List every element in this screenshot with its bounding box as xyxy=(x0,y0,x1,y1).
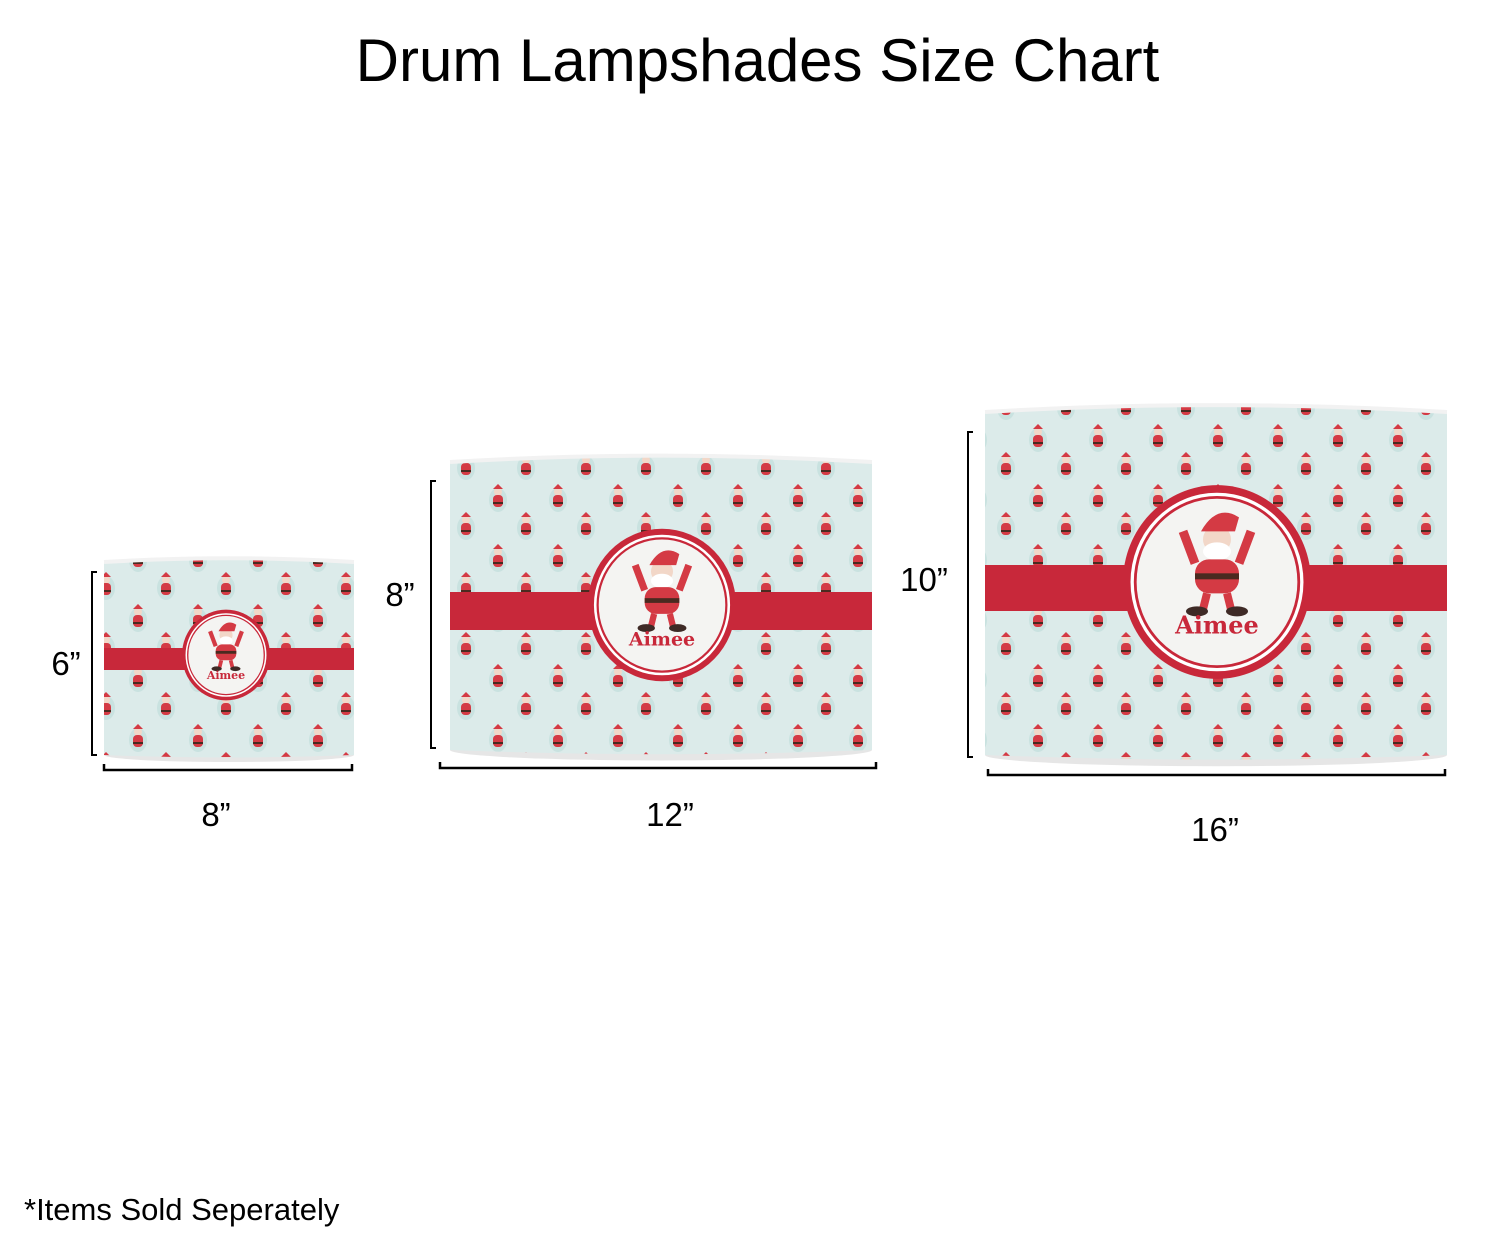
santa-arms xyxy=(631,563,693,592)
santa-legs xyxy=(647,613,677,628)
height-dimension-bracket xyxy=(430,480,436,749)
width-dimension-bracket xyxy=(102,764,354,772)
santa-belt xyxy=(644,598,680,603)
santa-arms xyxy=(208,630,244,647)
page-title: Drum Lampshades Size Chart xyxy=(355,27,1160,94)
santa-boot xyxy=(669,624,687,633)
santa-belt xyxy=(1195,573,1239,580)
santa-belt xyxy=(215,650,237,654)
santa-boot xyxy=(1226,606,1248,617)
personalized-name: Aimee xyxy=(628,629,695,651)
shade-top-rim xyxy=(449,453,873,464)
santa-beard xyxy=(650,573,674,588)
shade-top-rim xyxy=(103,556,355,564)
santa-boot xyxy=(1186,606,1208,617)
santa-arms xyxy=(1178,529,1256,565)
medium-height-label: 8” xyxy=(385,576,415,613)
shade-top-rim xyxy=(984,403,1448,414)
santa-hat xyxy=(218,622,237,632)
personalized-name: Aimee xyxy=(1174,611,1259,640)
santa-hat xyxy=(649,550,680,566)
santa-legs xyxy=(1199,592,1235,611)
personalized-name: Aimee xyxy=(206,669,245,682)
height-dimension-bracket xyxy=(91,571,97,756)
santa-icon xyxy=(208,622,244,672)
santa-boot xyxy=(637,624,655,633)
height-dimension-bracket xyxy=(967,431,973,758)
santa-beard xyxy=(1203,542,1231,561)
large-height-label: 10” xyxy=(900,561,948,598)
santa-hat xyxy=(1201,512,1239,532)
width-dimension-bracket xyxy=(986,769,1447,777)
large-width-label: 16” xyxy=(1191,811,1239,848)
small-height-label: 6” xyxy=(51,645,81,682)
width-dimension-bracket xyxy=(438,762,878,770)
medium-width-label: 12” xyxy=(646,796,694,833)
small-lampshade: Aimee xyxy=(91,556,355,772)
santa-beard xyxy=(219,636,233,645)
small-width-label: 8” xyxy=(201,796,231,833)
medium-lampshade: Aimee xyxy=(430,453,878,770)
large-lampshade: Aimee xyxy=(967,403,1448,777)
santa-icon xyxy=(1178,512,1256,617)
santa-boot xyxy=(211,666,222,672)
footnote: *Items Sold Seperately xyxy=(24,1192,340,1227)
santa-icon xyxy=(631,550,693,633)
santa-boot xyxy=(230,666,241,672)
santa-legs xyxy=(217,659,235,669)
